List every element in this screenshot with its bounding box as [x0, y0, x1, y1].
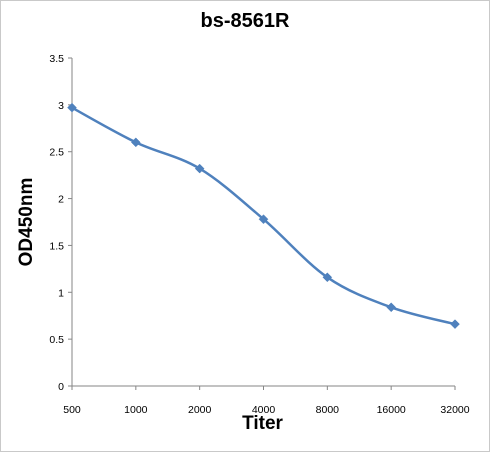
- y-tick-label: 3: [58, 100, 64, 112]
- y-tick-label: 0: [58, 381, 64, 393]
- data-point-marker: [386, 302, 397, 313]
- x-tick-label: 32000: [440, 404, 469, 416]
- data-point-marker: [450, 319, 460, 330]
- x-tick-label: 4000: [252, 404, 276, 416]
- x-tick-label: 500: [63, 404, 81, 416]
- data-point-marker: [194, 163, 205, 174]
- x-tick-label: 16000: [377, 404, 406, 416]
- y-tick-label: 2: [58, 194, 64, 206]
- data-point-marker: [130, 137, 141, 148]
- data-point-marker: [67, 102, 77, 113]
- chart-title: bs-8561R: [200, 10, 290, 32]
- data-point-marker: [258, 214, 269, 225]
- x-tick-label: 2000: [188, 404, 212, 416]
- y-tick-label: 1: [58, 287, 64, 299]
- y-tick-label: 1.5: [49, 240, 64, 252]
- data-point-marker: [322, 272, 333, 283]
- y-tick-label: 2.5: [49, 147, 64, 159]
- x-tick-label: 1000: [124, 404, 148, 416]
- y-tick-label: 0.5: [49, 334, 64, 346]
- x-axis-label: Titer: [242, 413, 283, 434]
- x-tick-label: 8000: [316, 404, 340, 416]
- y-tick-label: 3.5: [49, 53, 64, 65]
